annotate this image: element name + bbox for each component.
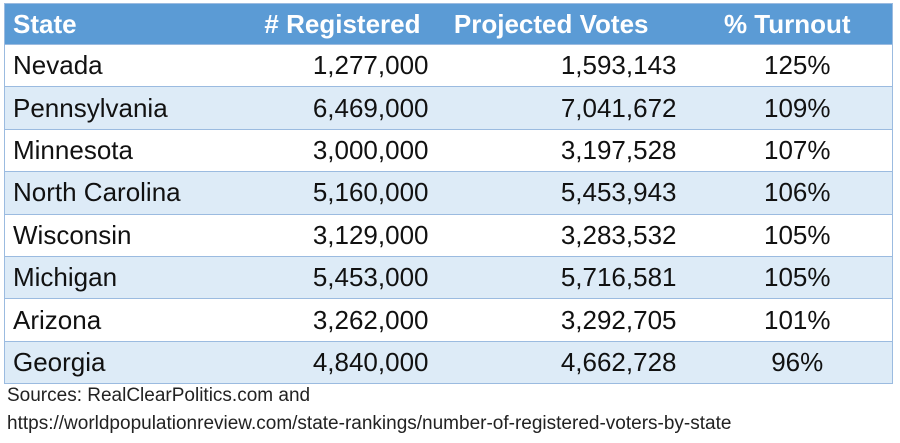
table-row: Georgia 4,840,000 4,662,728 96% bbox=[4, 340, 893, 384]
table-row: Wisconsin 3,129,000 3,283,532 105% bbox=[4, 213, 893, 257]
sources-url: https://worldpopulationreview.com/state-… bbox=[7, 413, 732, 434]
cell-state: North Carolina bbox=[4, 171, 237, 215]
cell-registered: 6,469,000 bbox=[236, 86, 437, 130]
header-row: State # Registered Projected Votes % Tur… bbox=[4, 3, 893, 45]
cell-turnout: 106% bbox=[682, 171, 893, 215]
cell-registered: 3,262,000 bbox=[236, 298, 437, 342]
cell-state: Pennsylvania bbox=[4, 86, 237, 130]
table-header: State # Registered Projected Votes % Tur… bbox=[4, 3, 893, 45]
cell-turnout: 107% bbox=[682, 128, 893, 172]
cell-registered: 1,277,000 bbox=[236, 43, 437, 87]
table-row: Nevada 1,277,000 1,593,143 125% bbox=[4, 43, 893, 87]
voter-turnout-table: State # Registered Projected Votes % Tur… bbox=[4, 3, 893, 385]
cell-registered: 3,129,000 bbox=[236, 213, 437, 257]
cell-state: Michigan bbox=[4, 255, 237, 299]
cell-state: Arizona bbox=[4, 298, 237, 342]
cell-projected-votes: 3,283,532 bbox=[436, 213, 683, 257]
cell-state: Georgia bbox=[4, 340, 237, 384]
column-header-registered: # Registered bbox=[264, 8, 421, 39]
column-header-turnout: % Turnout bbox=[723, 8, 851, 39]
table-row: Minnesota 3,000,000 3,197,528 107% bbox=[4, 128, 893, 172]
column-header-state: State bbox=[13, 8, 77, 39]
cell-registered: 3,000,000 bbox=[236, 128, 437, 172]
cell-registered: 5,453,000 bbox=[236, 255, 437, 299]
cell-turnout: 96% bbox=[682, 340, 893, 384]
cell-registered: 5,160,000 bbox=[236, 171, 437, 215]
cell-projected-votes: 5,716,581 bbox=[436, 255, 683, 299]
cell-projected-votes: 4,662,728 bbox=[436, 340, 683, 384]
cell-state: Nevada bbox=[4, 43, 237, 87]
cell-turnout: 109% bbox=[682, 86, 893, 130]
cell-registered: 4,840,000 bbox=[236, 340, 437, 384]
cell-turnout: 101% bbox=[682, 298, 893, 342]
table-body: Nevada 1,277,000 1,593,143 125% Pennsylv… bbox=[4, 43, 893, 384]
cell-turnout: 105% bbox=[682, 255, 893, 299]
cell-projected-votes: 3,197,528 bbox=[436, 128, 683, 172]
cell-projected-votes: 7,041,672 bbox=[436, 86, 683, 130]
cell-state: Minnesota bbox=[4, 128, 237, 172]
cell-projected-votes: 1,593,143 bbox=[436, 43, 683, 87]
table-row: Michigan 5,453,000 5,716,581 105% bbox=[4, 255, 893, 299]
cell-projected-votes: 3,292,705 bbox=[436, 298, 683, 342]
table-row: Arizona 3,262,000 3,292,705 101% bbox=[4, 298, 893, 342]
table-row: North Carolina 5,160,000 5,453,943 106% bbox=[4, 171, 893, 215]
sources-line: Sources: RealClearPolitics.com and bbox=[7, 385, 311, 406]
sources-note: Sources: RealClearPolitics.com and https… bbox=[7, 382, 893, 438]
cell-state: Wisconsin bbox=[4, 213, 237, 257]
table-row: Pennsylvania 6,469,000 7,041,672 109% bbox=[4, 86, 893, 130]
cell-turnout: 105% bbox=[682, 213, 893, 257]
cell-turnout: 125% bbox=[682, 43, 893, 87]
cell-projected-votes: 5,453,943 bbox=[436, 171, 683, 215]
column-header-projected-votes: Projected Votes bbox=[453, 8, 649, 39]
